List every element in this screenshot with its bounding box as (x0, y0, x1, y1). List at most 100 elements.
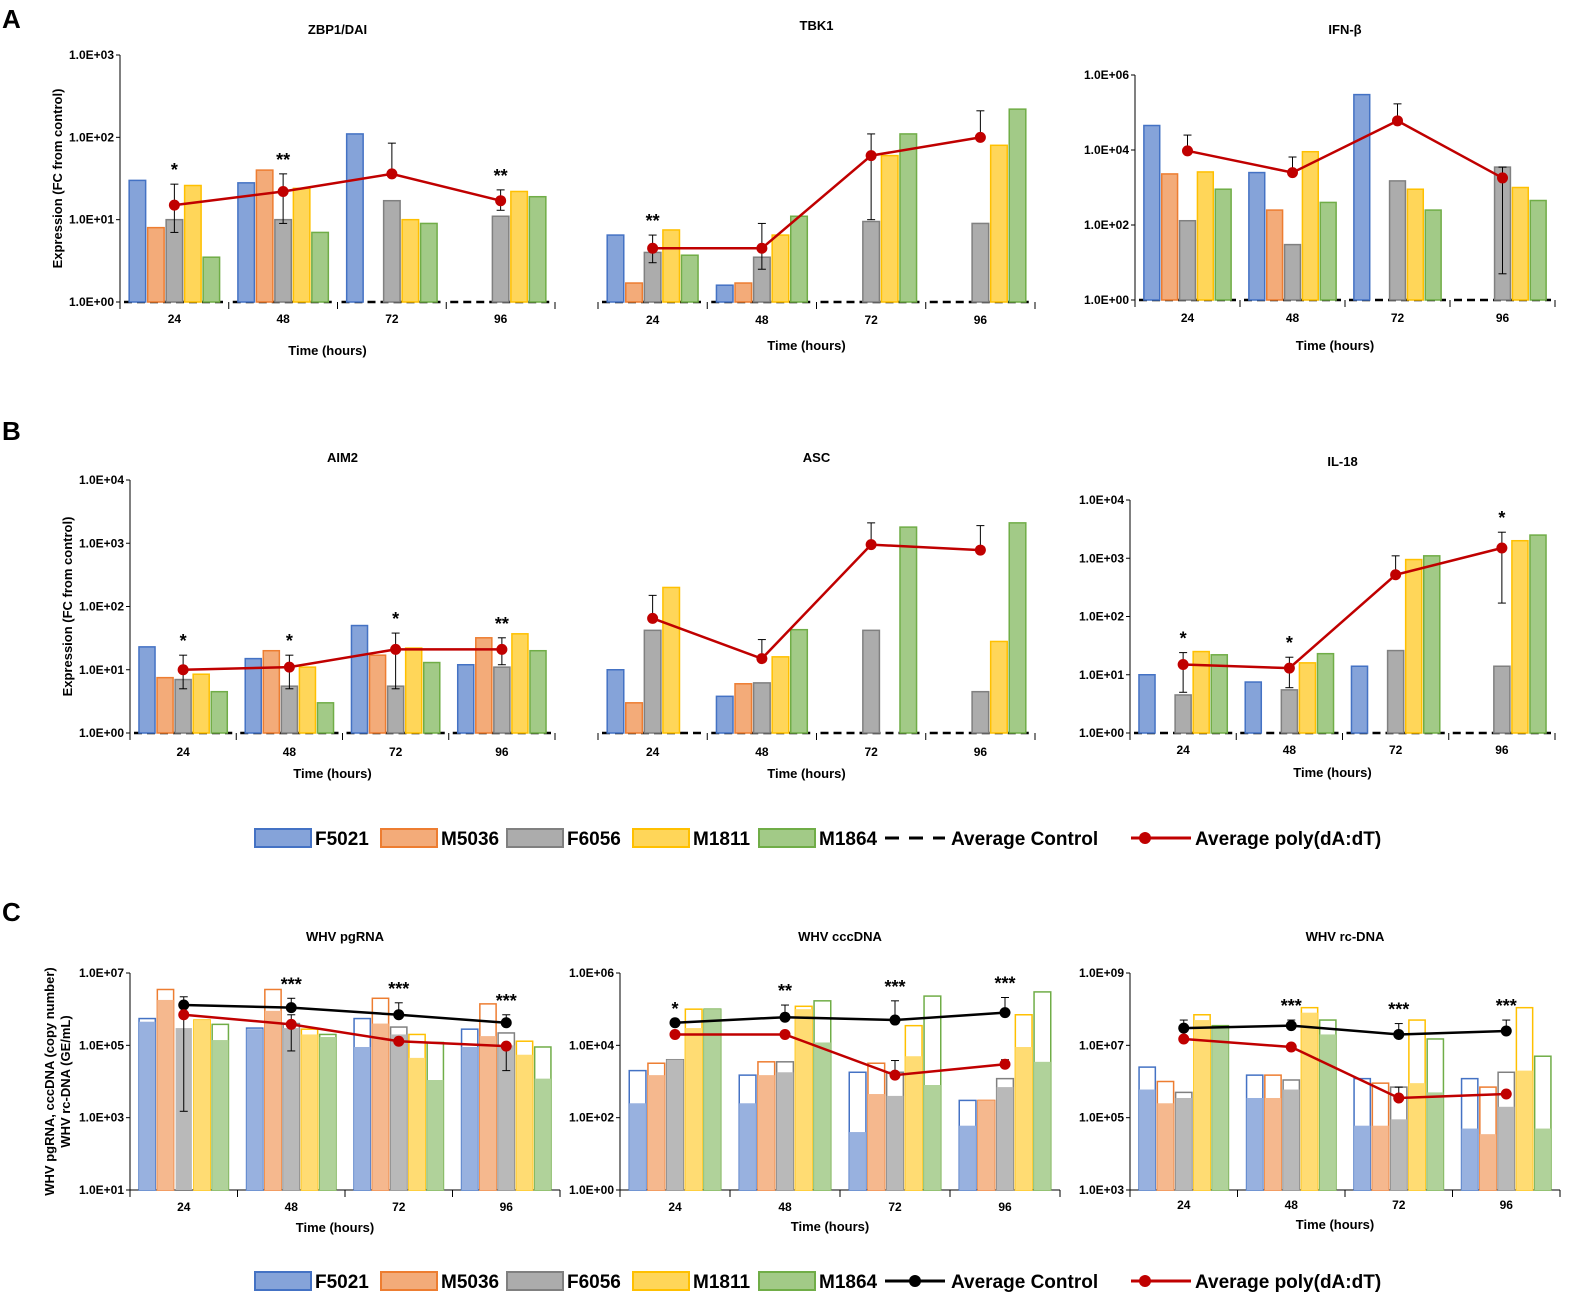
legend-label: Average poly(dA:dT) (1195, 829, 1381, 850)
bar-m5036 (368, 654, 387, 734)
x-tick-label: 24 (1181, 311, 1195, 325)
legend-swatch-f6056 (506, 1271, 564, 1291)
x-axis-label: Time (hours) (293, 766, 372, 781)
y-tick-label: 1.0E+02 (1079, 610, 1124, 624)
control-line (1183, 1024, 1507, 1036)
poly-point (495, 195, 507, 207)
legend-c: F5021 M5036 F6056 M1811 M1864 Average Control… (254, 1271, 1381, 1293)
bar-filled-m5036 (1264, 1097, 1282, 1190)
x-tick-label: 96 (974, 745, 988, 759)
legend-label: F6056 (567, 1272, 621, 1293)
y-tick-label: 1.0E+04 (79, 473, 124, 487)
bar-f5021 (1248, 171, 1266, 301)
x-tick-label: 96 (998, 1200, 1012, 1214)
bar-m1811 (1511, 186, 1530, 301)
bar-f5021 (606, 234, 625, 303)
x-tick-label: 24 (646, 313, 660, 327)
legend-swatch-f5021 (254, 1271, 312, 1291)
bar-filled-f6056 (390, 1034, 407, 1190)
legend-label: Average poly(dA:dT) (1195, 1272, 1381, 1293)
chart-cccdna: WHV cccDNA 1.0E+00 1.0E+02 1.0E+04 1.0E+06 24… (569, 929, 1061, 1234)
bar-f6056 (643, 629, 662, 734)
bar-f6056 (386, 685, 405, 734)
legends-layer: F5021 M5036 F6056 M1811 M1864 Average Control… (254, 828, 1381, 1293)
legend-control-marker (909, 1275, 921, 1287)
legend-label: M5036 (441, 829, 499, 850)
poly-point (168, 199, 180, 211)
poly-point (999, 1058, 1011, 1070)
legend-label: M1811 (693, 829, 750, 850)
bar-filled-f6056 (666, 1059, 684, 1190)
control-point (178, 999, 190, 1011)
y-tick-label: 1.0E+00 (569, 1183, 614, 1197)
poly-line (675, 1033, 1006, 1077)
bar-filled-m5036 (867, 1094, 885, 1190)
chart-title: ZBP1/DAI (308, 22, 367, 37)
bar-filled-m1864 (704, 1009, 721, 1190)
bar-filled-m1864 (1534, 1128, 1551, 1190)
x-tick-label: 48 (285, 1200, 299, 1214)
x-axis-label: Time (hours) (767, 766, 846, 781)
legend-label: Average Control (951, 1272, 1098, 1293)
legend-label: F5021 (315, 1272, 369, 1293)
y-tick-label: 1.0E+00 (1084, 293, 1129, 307)
legend-ab: F5021 M5036 F6056 M1811 M1864 Average Control… (254, 828, 1381, 850)
poly-point (974, 131, 986, 143)
bar-f5021 (128, 179, 147, 303)
poly-point (500, 1040, 512, 1052)
control-line (183, 1003, 507, 1025)
bar-f6056 (1280, 689, 1299, 734)
bar-m1811 (510, 190, 529, 303)
poly-point (1393, 1092, 1405, 1104)
bar-f5021 (606, 669, 625, 734)
poly-point (865, 150, 877, 162)
x-tick-label: 96 (495, 745, 509, 759)
y-axis-label: Expression (FC from control) (50, 89, 65, 269)
x-tick-label: 24 (176, 745, 190, 759)
poly-line (174, 172, 501, 207)
chart-aim2: AIM2 1.0E+00 1.0E+01 1.0E+02 1.0E+03 1.0E+04 2… (60, 450, 556, 781)
bar-m1811 (880, 154, 899, 303)
bar-filled-m5036 (977, 1100, 995, 1190)
control-point (1285, 1020, 1297, 1032)
bar-m1811 (298, 666, 317, 734)
bar-f6056 (1174, 694, 1192, 734)
chart-title: AIM2 (327, 450, 358, 465)
poly-point (1500, 1088, 1512, 1100)
x-tick-label: 96 (500, 1200, 514, 1214)
poly-line (183, 1013, 507, 1048)
chart-title: ASC (803, 450, 831, 465)
bar-filled-m5036 (757, 1075, 775, 1190)
bar-m5036 (475, 637, 493, 734)
poly-point (1287, 167, 1298, 179)
poly-point (974, 544, 986, 556)
bar-filled-f6056 (996, 1087, 1014, 1190)
control-point (1500, 1025, 1512, 1037)
poly-point (647, 612, 659, 624)
poly-line (183, 648, 502, 671)
bar-filled-m1864 (814, 1042, 831, 1190)
bar-m1811 (1301, 150, 1320, 301)
bar-filled-f5021 (1246, 1097, 1263, 1190)
bar-m5036 (255, 169, 274, 303)
chart-rcdna: WHV rc-DNA 1.0E+03 1.0E+05 1.0E+07 1.0E+09 24… (1079, 929, 1561, 1232)
chart-pgrna: WHV pgRNA 1.0E+01 1.0E+03 1.0E+05 1.0E+07 24 4… (42, 929, 561, 1235)
bar-m1864 (1319, 201, 1337, 301)
bar-f6056 (1493, 665, 1511, 734)
bar-m1811 (1511, 539, 1529, 734)
bar-filled-m5036 (372, 1023, 389, 1190)
bar-m5036 (156, 676, 174, 734)
legend-swatch-m1811 (632, 828, 690, 848)
bar-filled-m1811 (685, 1028, 703, 1190)
legend-label: F6056 (567, 829, 621, 850)
significance-marker: * (1180, 629, 1187, 649)
bar-f5021 (1350, 665, 1369, 734)
bar-m1864 (1529, 534, 1547, 734)
poly-point (178, 1009, 190, 1021)
significance-marker: * (392, 609, 399, 629)
bar-m1864 (202, 256, 221, 303)
chart-asc: ASC 24 48 72 96 Time (hours) (597, 450, 1036, 781)
control-point (500, 1017, 512, 1029)
bar-filled-m5036 (479, 1036, 497, 1190)
poly-point (1390, 569, 1402, 581)
